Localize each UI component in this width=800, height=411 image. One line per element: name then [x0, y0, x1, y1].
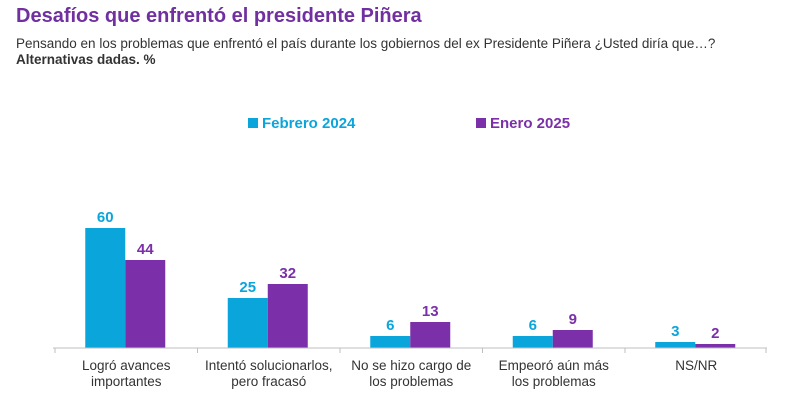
data-label-4-1: 2 [711, 325, 719, 342]
bar-2-0 [370, 336, 411, 348]
chart-legend: Febrero 2024 Enero 2025 [248, 115, 570, 132]
legend-swatch-1 [476, 118, 486, 128]
bar-0-1 [125, 260, 166, 348]
data-label-3-0: 6 [529, 317, 537, 334]
category-label-2: No se hizo cargo de los problemas [351, 358, 471, 389]
category-label-0: Logró avances importantes [82, 358, 171, 389]
bar-3-0 [512, 336, 553, 348]
data-label-0-1: 44 [137, 241, 154, 258]
bar-0-0 [85, 228, 126, 348]
data-label-4-0: 3 [671, 323, 679, 340]
page-title: Desafíos que enfrentó el presidente Piñe… [16, 5, 422, 27]
bar-2-1 [410, 322, 451, 348]
bar-4-1 [695, 344, 736, 348]
legend-label-0: Febrero 2024 [262, 115, 356, 132]
x-axis: Logró avances importantes Intentó solucion… [53, 347, 767, 389]
units-note: Alternativas dadas. % [16, 52, 156, 67]
data-label-2-0: 6 [386, 317, 394, 334]
legend-swatch-0 [248, 118, 258, 128]
data-label-2-1: 13 [422, 303, 439, 320]
category-label-3: Empeoró aún más los problemas [499, 358, 610, 389]
category-label-1: Intentó solucionarlos, pero fracasó [205, 358, 333, 389]
data-label-1-1: 32 [279, 265, 296, 282]
bar-4-0 [655, 342, 696, 348]
bar-3-1 [552, 330, 593, 348]
bar-1-0 [227, 298, 268, 348]
data-label-3-1: 9 [569, 311, 577, 328]
data-label-1-0: 25 [239, 279, 256, 296]
bar-1-1 [267, 284, 308, 348]
legend-label-1: Enero 2025 [490, 115, 570, 132]
page-subtitle: Pensando en los problemas que enfrentó e… [16, 36, 716, 51]
category-label-4: NS/NR [675, 358, 717, 373]
data-label-0-0: 60 [97, 209, 114, 226]
